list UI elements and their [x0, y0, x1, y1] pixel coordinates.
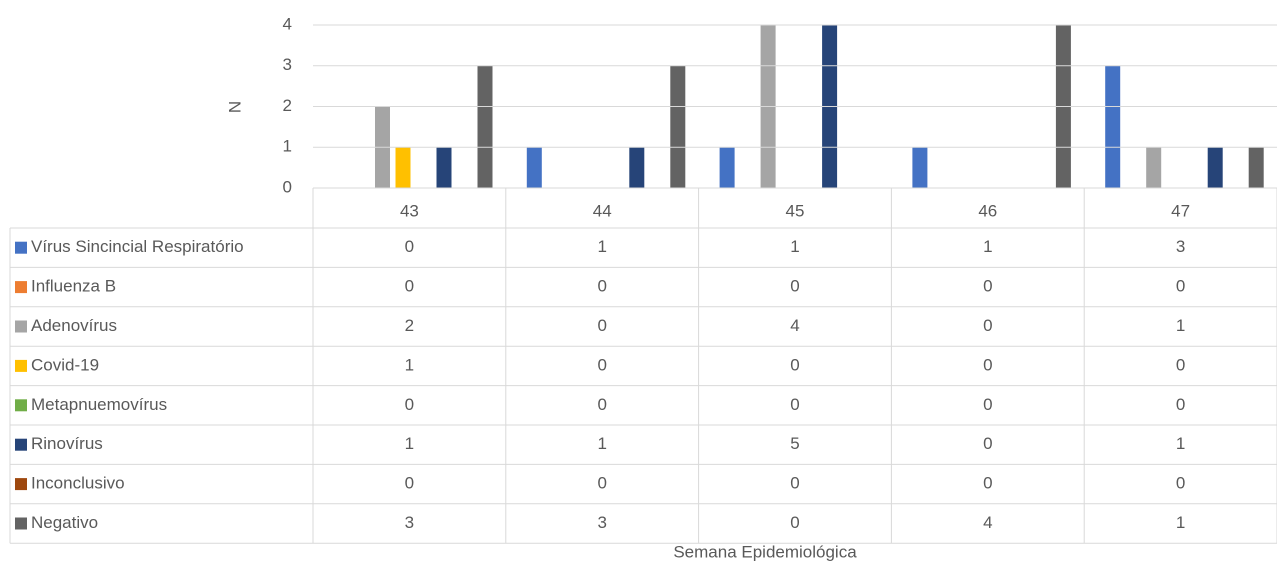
- table-value: 0: [1176, 395, 1185, 414]
- y-tick-label: 3: [283, 55, 292, 74]
- table-value: 0: [597, 277, 606, 296]
- y-tick-label: 2: [283, 96, 292, 115]
- legend-swatch: [15, 281, 27, 294]
- y-tick-label: 4: [283, 14, 292, 33]
- y-tick-label: 0: [283, 177, 292, 196]
- table-value: 0: [983, 316, 992, 335]
- table-value: 1: [1176, 513, 1185, 532]
- table-value: 0: [983, 355, 992, 374]
- table-value: 0: [790, 355, 799, 374]
- bar: [912, 147, 928, 188]
- table-value: 5: [790, 434, 799, 453]
- table-value: 0: [790, 277, 799, 296]
- table-value: 1: [983, 237, 992, 256]
- legend-swatch: [15, 399, 27, 412]
- table-value: 2: [405, 316, 414, 335]
- legend-swatch: [15, 241, 27, 254]
- table-value: 1: [405, 355, 414, 374]
- legend-swatch: [15, 359, 27, 372]
- legend-label: Rinovírus: [31, 434, 103, 453]
- x-tick-label: 44: [593, 201, 612, 220]
- x-axis-title: Semana Epidemiológica: [673, 542, 857, 561]
- table-value: 0: [790, 395, 799, 414]
- bar: [436, 147, 452, 188]
- x-tick-label: 45: [786, 201, 805, 220]
- table-value: 0: [597, 316, 606, 335]
- table-value: 0: [405, 237, 414, 256]
- table-value: 3: [597, 513, 606, 532]
- x-tick-label: 43: [400, 201, 419, 220]
- bar: [670, 65, 686, 188]
- table-value: 0: [790, 474, 799, 493]
- table-value: 3: [1176, 237, 1185, 256]
- x-tick-label: 46: [978, 201, 997, 220]
- legend-swatch: [15, 320, 27, 333]
- table-value: 1: [405, 434, 414, 453]
- bar: [822, 25, 838, 188]
- table-value: 0: [983, 434, 992, 453]
- bar: [526, 147, 542, 188]
- table-value: 1: [1176, 316, 1185, 335]
- table-value: 4: [790, 316, 799, 335]
- legend-swatch: [15, 438, 27, 451]
- table-value: 0: [983, 277, 992, 296]
- bar: [395, 147, 411, 188]
- table-value: 1: [597, 434, 606, 453]
- legend-label: Adenovírus: [31, 316, 117, 335]
- legend-label: Covid-19: [31, 355, 99, 374]
- bar: [477, 65, 493, 188]
- table-value: 0: [983, 474, 992, 493]
- bar: [629, 147, 645, 188]
- table-value: 0: [405, 395, 414, 414]
- y-tick-label: 1: [283, 137, 292, 156]
- legend-label: Vírus Sincincial Respiratório: [31, 237, 244, 256]
- table-value: 0: [405, 277, 414, 296]
- bar: [1105, 65, 1121, 188]
- y-axis-title: N: [225, 101, 244, 113]
- x-tick-label: 47: [1171, 201, 1190, 220]
- table-value: 1: [597, 237, 606, 256]
- bar: [1248, 147, 1264, 188]
- table-value: 0: [983, 395, 992, 414]
- plot-area: [375, 25, 1264, 188]
- table-value: 1: [1176, 434, 1185, 453]
- table-value: 0: [1176, 355, 1185, 374]
- bar: [1146, 147, 1162, 188]
- table-value: 0: [405, 474, 414, 493]
- table-value: 0: [597, 474, 606, 493]
- table-value: 0: [597, 395, 606, 414]
- bar: [719, 147, 735, 188]
- legend-swatch: [15, 517, 27, 530]
- table-value: 1: [790, 237, 799, 256]
- bar: [1207, 147, 1223, 188]
- table-value: 0: [1176, 277, 1185, 296]
- legend-label: Inconclusivo: [31, 474, 125, 493]
- legend-swatch: [15, 478, 27, 491]
- legend-label: Influenza B: [31, 277, 116, 296]
- legend-label: Metapnuemovírus: [31, 395, 167, 414]
- table-value: 0: [597, 355, 606, 374]
- table-value: 3: [405, 513, 414, 532]
- table-value: 0: [790, 513, 799, 532]
- table-value: 0: [1176, 474, 1185, 493]
- legend-label: Negativo: [31, 513, 98, 532]
- table-value: 4: [983, 513, 992, 532]
